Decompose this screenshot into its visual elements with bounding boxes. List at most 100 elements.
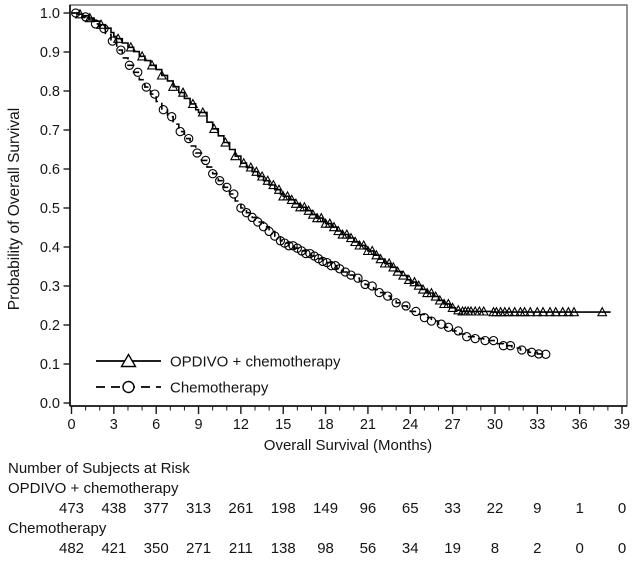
- censor-triangle-icon: [392, 266, 403, 276]
- risk-count: 421: [101, 540, 127, 557]
- censor-triangle-icon: [146, 59, 158, 70]
- censor-circle-icon: [443, 322, 454, 332]
- censor-circle-icon: [374, 287, 384, 298]
- survival-curves: [71, 12, 611, 355]
- censor-triangle-icon: [366, 245, 378, 256]
- risk-count: 65: [401, 500, 419, 517]
- risk-count: 211: [228, 540, 253, 557]
- censor-circle-icon: [411, 306, 421, 317]
- risk-count: 34: [401, 540, 419, 557]
- censor-triangle-icon: [358, 239, 369, 250]
- risk-count: 8: [490, 540, 500, 557]
- y-tick-label: 0.5: [40, 201, 60, 217]
- risk-count: 2: [533, 540, 542, 557]
- x-tick-label: 24: [402, 417, 418, 433]
- censor-circle-icon: [208, 169, 218, 179]
- y-tick-label: 0.7: [40, 123, 60, 139]
- censor-triangle-icon: [426, 287, 437, 298]
- censor-circle-icon: [383, 291, 393, 301]
- censor-triangle-icon: [125, 41, 137, 52]
- censor-circle-icon: [301, 248, 311, 259]
- risk-row-label-chemo: Chemotherapy: [8, 520, 107, 537]
- censor-circle-icon: [247, 212, 257, 223]
- censor-circle-icon: [90, 19, 101, 29]
- censor-circle-icon: [391, 298, 401, 308]
- censor-circle-icon: [229, 189, 239, 199]
- censor-triangle-icon: [397, 269, 409, 280]
- censor-triangle-icon: [177, 87, 189, 97]
- censor-circle-icon: [253, 217, 263, 227]
- censor-triangle-icon: [383, 257, 395, 268]
- censor-triangle-icon: [197, 106, 209, 117]
- censor-triangle-icon: [229, 150, 241, 161]
- censor-triangle-icon: [443, 298, 454, 309]
- censor-triangle-icon: [478, 305, 489, 316]
- censor-circle-icon: [124, 60, 135, 70]
- censor-triangle-icon: [434, 294, 446, 305]
- risk-count: 482: [58, 540, 85, 557]
- censor-circle-icon: [284, 241, 294, 251]
- censor-circle-icon: [158, 105, 168, 115]
- axis-tick-labels: 0 3 6 9 12 15 18 21 24 27 30 33 36 390.00.10.20.30.40…: [40, 6, 630, 433]
- legend-label-opdivo: OPDIVO + chemotherapy: [170, 354, 341, 371]
- censor-triangle-icon: [307, 209, 319, 219]
- censor-triangle-icon: [596, 306, 608, 317]
- censor-triangle-icon: [519, 306, 530, 317]
- censor-circle-icon: [236, 203, 246, 213]
- censor-circle-icon: [116, 45, 126, 55]
- censor-triangle-icon: [375, 253, 386, 264]
- censor-circle-icon: [200, 155, 211, 166]
- censor-triangle-icon: [447, 302, 458, 312]
- censor-circle-icon: [426, 316, 437, 326]
- censor-triangle-icon: [544, 306, 556, 317]
- censor-circle-icon: [505, 341, 516, 351]
- censor-triangle-icon: [290, 198, 302, 208]
- censor-circle-icon: [353, 273, 363, 283]
- censor-triangle-icon: [273, 184, 285, 194]
- risk-count: 0: [617, 540, 627, 557]
- censor-triangle-icon: [238, 157, 249, 168]
- risk-count: 9: [533, 500, 542, 517]
- censor-circle-icon: [318, 256, 328, 267]
- risk-counts-chemo: 482 421 350 271 211 138 98 56 34 19 8 2 0 0: [0, 539, 643, 558]
- risk-count: 261: [228, 500, 254, 517]
- censor-circle-icon: [360, 279, 370, 290]
- risk-count: 56: [359, 540, 377, 557]
- risk-count: 1: [575, 500, 584, 517]
- x-tick-label: 18: [318, 417, 334, 433]
- censor-circle-icon: [488, 335, 499, 346]
- censor-circle-icon: [215, 176, 225, 186]
- censor-circle-icon: [401, 301, 411, 311]
- censor-circle-icon: [326, 261, 336, 271]
- censor-triangle-icon: [532, 306, 543, 317]
- plot-frame: [69, 4, 628, 407]
- censor-triangle-icon: [220, 136, 231, 147]
- censor-circle-icon: [527, 347, 537, 357]
- censor-circle-icon: [175, 126, 185, 137]
- legend-triangle-icon: [120, 353, 137, 368]
- censor-triangle-icon: [403, 274, 415, 284]
- x-tick-label: 15: [275, 417, 291, 433]
- y-tick-label: 0.4: [40, 240, 60, 256]
- y-tick-label: 0.9: [40, 45, 60, 61]
- y-tick-label: 0.6: [40, 162, 60, 178]
- censor-triangle-icon: [316, 212, 327, 223]
- risk-count: 0: [617, 500, 627, 517]
- censor-circle-icon: [241, 208, 252, 218]
- censor-triangle-icon: [167, 81, 179, 91]
- censor-triangle-icon: [349, 236, 361, 247]
- censor-triangle-icon: [268, 179, 279, 190]
- censor-triangle-icon: [503, 306, 515, 317]
- censor-triangle-icon: [341, 228, 353, 239]
- x-axis-title: Overall Survival (Months): [264, 437, 432, 454]
- censor-circle-icon: [498, 341, 509, 351]
- censor-triangle-icon: [84, 12, 96, 23]
- risk-count: 0: [575, 540, 584, 557]
- censor-triangle-icon: [568, 306, 580, 317]
- axis-ticks: [63, 12, 623, 414]
- censor-circle-icon: [99, 23, 109, 34]
- censor-circle-icon: [453, 326, 463, 336]
- x-tick-label: 36: [572, 417, 588, 433]
- censor-triangle-icon: [550, 306, 561, 317]
